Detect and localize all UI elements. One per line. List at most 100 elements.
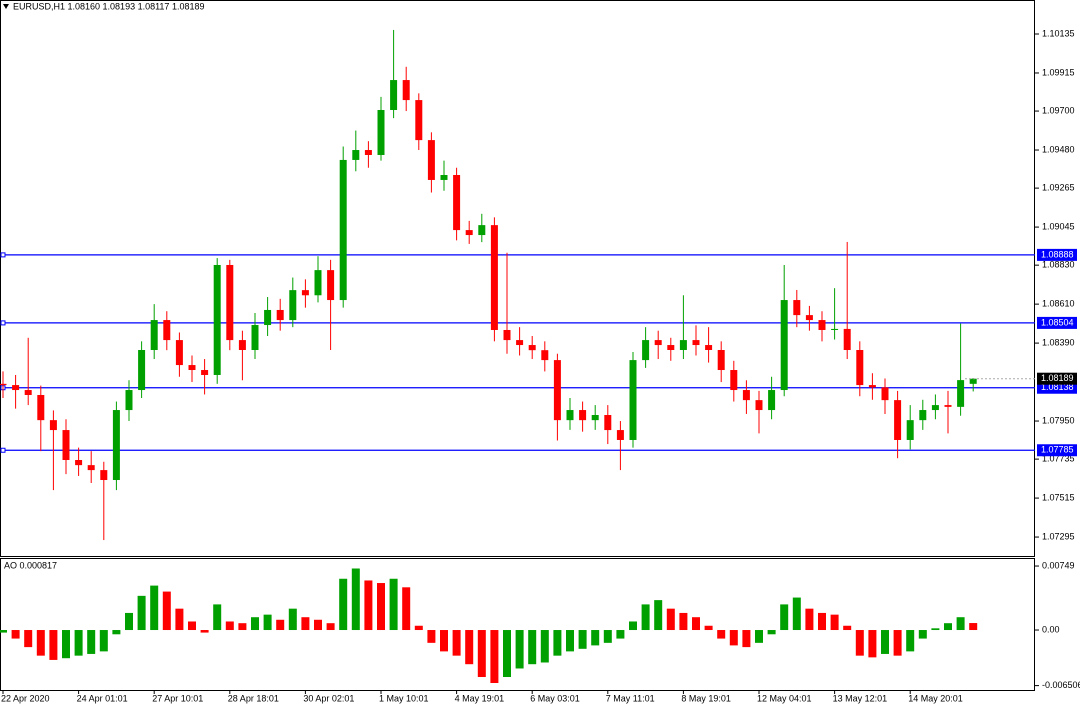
ao-bar (855, 630, 864, 656)
ao-bar (188, 621, 196, 631)
candle-body (62, 430, 70, 460)
ao-bar (49, 630, 58, 660)
candle-body (238, 340, 246, 351)
candle-body (87, 465, 95, 471)
ao-bar (704, 625, 713, 631)
candle-body (364, 150, 372, 155)
candle-body (327, 270, 335, 301)
candle-body (503, 329, 511, 341)
ao-bar (326, 623, 335, 631)
ao-bar (74, 630, 83, 656)
last-price-label: 1.08189 (1041, 373, 1074, 383)
ao-bar (956, 617, 965, 631)
level-label-box (1037, 316, 1077, 329)
y-tick-label: 1.10135 (1042, 28, 1075, 38)
candle-body (805, 315, 813, 321)
ao-bar (906, 630, 915, 652)
level-label: 1.08888 (1041, 249, 1074, 259)
candle-body (730, 370, 738, 391)
ao-bar (931, 628, 940, 631)
candle-body (705, 345, 713, 351)
candle-body (579, 410, 587, 421)
ao-bar (868, 630, 877, 658)
ao-bar (528, 630, 537, 665)
candle-body (352, 150, 360, 160)
x-tick-label: 14 May 20:01 (908, 693, 963, 703)
ao-bar (843, 625, 852, 631)
ao-bar (603, 630, 612, 643)
candle-body (465, 230, 473, 236)
ao-bar (238, 623, 247, 631)
level-handle (0, 252, 6, 258)
candle-body (742, 390, 750, 401)
ao-bar (62, 630, 70, 659)
ao-bar (452, 630, 461, 656)
y-tick-label: 1.09045 (1042, 221, 1075, 231)
ao-bar (780, 604, 789, 631)
ao-bar (351, 568, 360, 631)
level-handle (0, 320, 6, 326)
x-tick-label: 1 May 10:01 (379, 693, 429, 703)
ao-bar (767, 630, 776, 635)
x-tick-label: 6 May 03:01 (530, 693, 580, 703)
candle-body (553, 360, 561, 421)
ao-bar (490, 630, 499, 683)
candle-body (251, 325, 259, 351)
y-tick-label: 1.09915 (1042, 67, 1075, 77)
ao-bar (818, 612, 826, 631)
y-tick-label: 0.00 (1042, 624, 1060, 634)
candle-body (868, 385, 876, 388)
level-label-box (1037, 444, 1077, 457)
y-tick-label: 1.07735 (1042, 453, 1075, 463)
ao-bar (251, 617, 259, 631)
candle-body (37, 394, 45, 421)
candle-body (163, 320, 171, 341)
ao-title: AO 0.000817 (4, 560, 57, 570)
candle-body (528, 345, 536, 351)
ao-bar (137, 595, 146, 631)
ao-bar (540, 630, 549, 663)
candle-body (301, 290, 309, 296)
candle-body (0, 383, 7, 386)
candle-body (604, 415, 612, 431)
x-tick-label: 22 Apr 2020 (1, 693, 50, 703)
ao-bar (314, 619, 322, 631)
ao-bar (503, 630, 511, 678)
candle-body (226, 264, 234, 341)
candle-body (969, 378, 977, 384)
ao-bar (225, 621, 234, 631)
ao-bar (515, 630, 524, 669)
ao-bar (666, 608, 675, 631)
menu-arrow[interactable] (3, 4, 9, 9)
y-tick-label: 1.07515 (1042, 492, 1075, 502)
candle-body (793, 300, 801, 316)
candle-body (843, 328, 851, 351)
x-tick-label: 27 Apr 10:01 (152, 693, 203, 703)
ao-bar (364, 580, 373, 631)
ao-bar (477, 630, 486, 678)
candle-body (377, 109, 385, 155)
candle-body (818, 320, 826, 330)
ao-bar (805, 608, 814, 631)
last-price-box (1037, 372, 1077, 385)
ao-bar (200, 630, 209, 633)
candle-body (931, 405, 939, 411)
level-label-box (1037, 248, 1077, 261)
candle-body (125, 390, 133, 411)
ao-bar (175, 608, 184, 631)
ao-bar (755, 630, 763, 643)
ao-bar (969, 623, 978, 631)
candle-body (755, 400, 763, 411)
ao-bar (301, 617, 310, 631)
ao-bar (213, 604, 222, 631)
candle-body (591, 415, 599, 421)
y-tick-label: -0.006506 (1042, 680, 1080, 690)
ao-bar (288, 608, 297, 631)
ao-bar (402, 587, 411, 631)
candle-body (314, 270, 322, 296)
y-tick-label: 1.07295 (1042, 531, 1075, 541)
candle-body (692, 340, 700, 346)
candle-body (213, 264, 221, 375)
y-tick-label: 1.08830 (1042, 260, 1075, 270)
